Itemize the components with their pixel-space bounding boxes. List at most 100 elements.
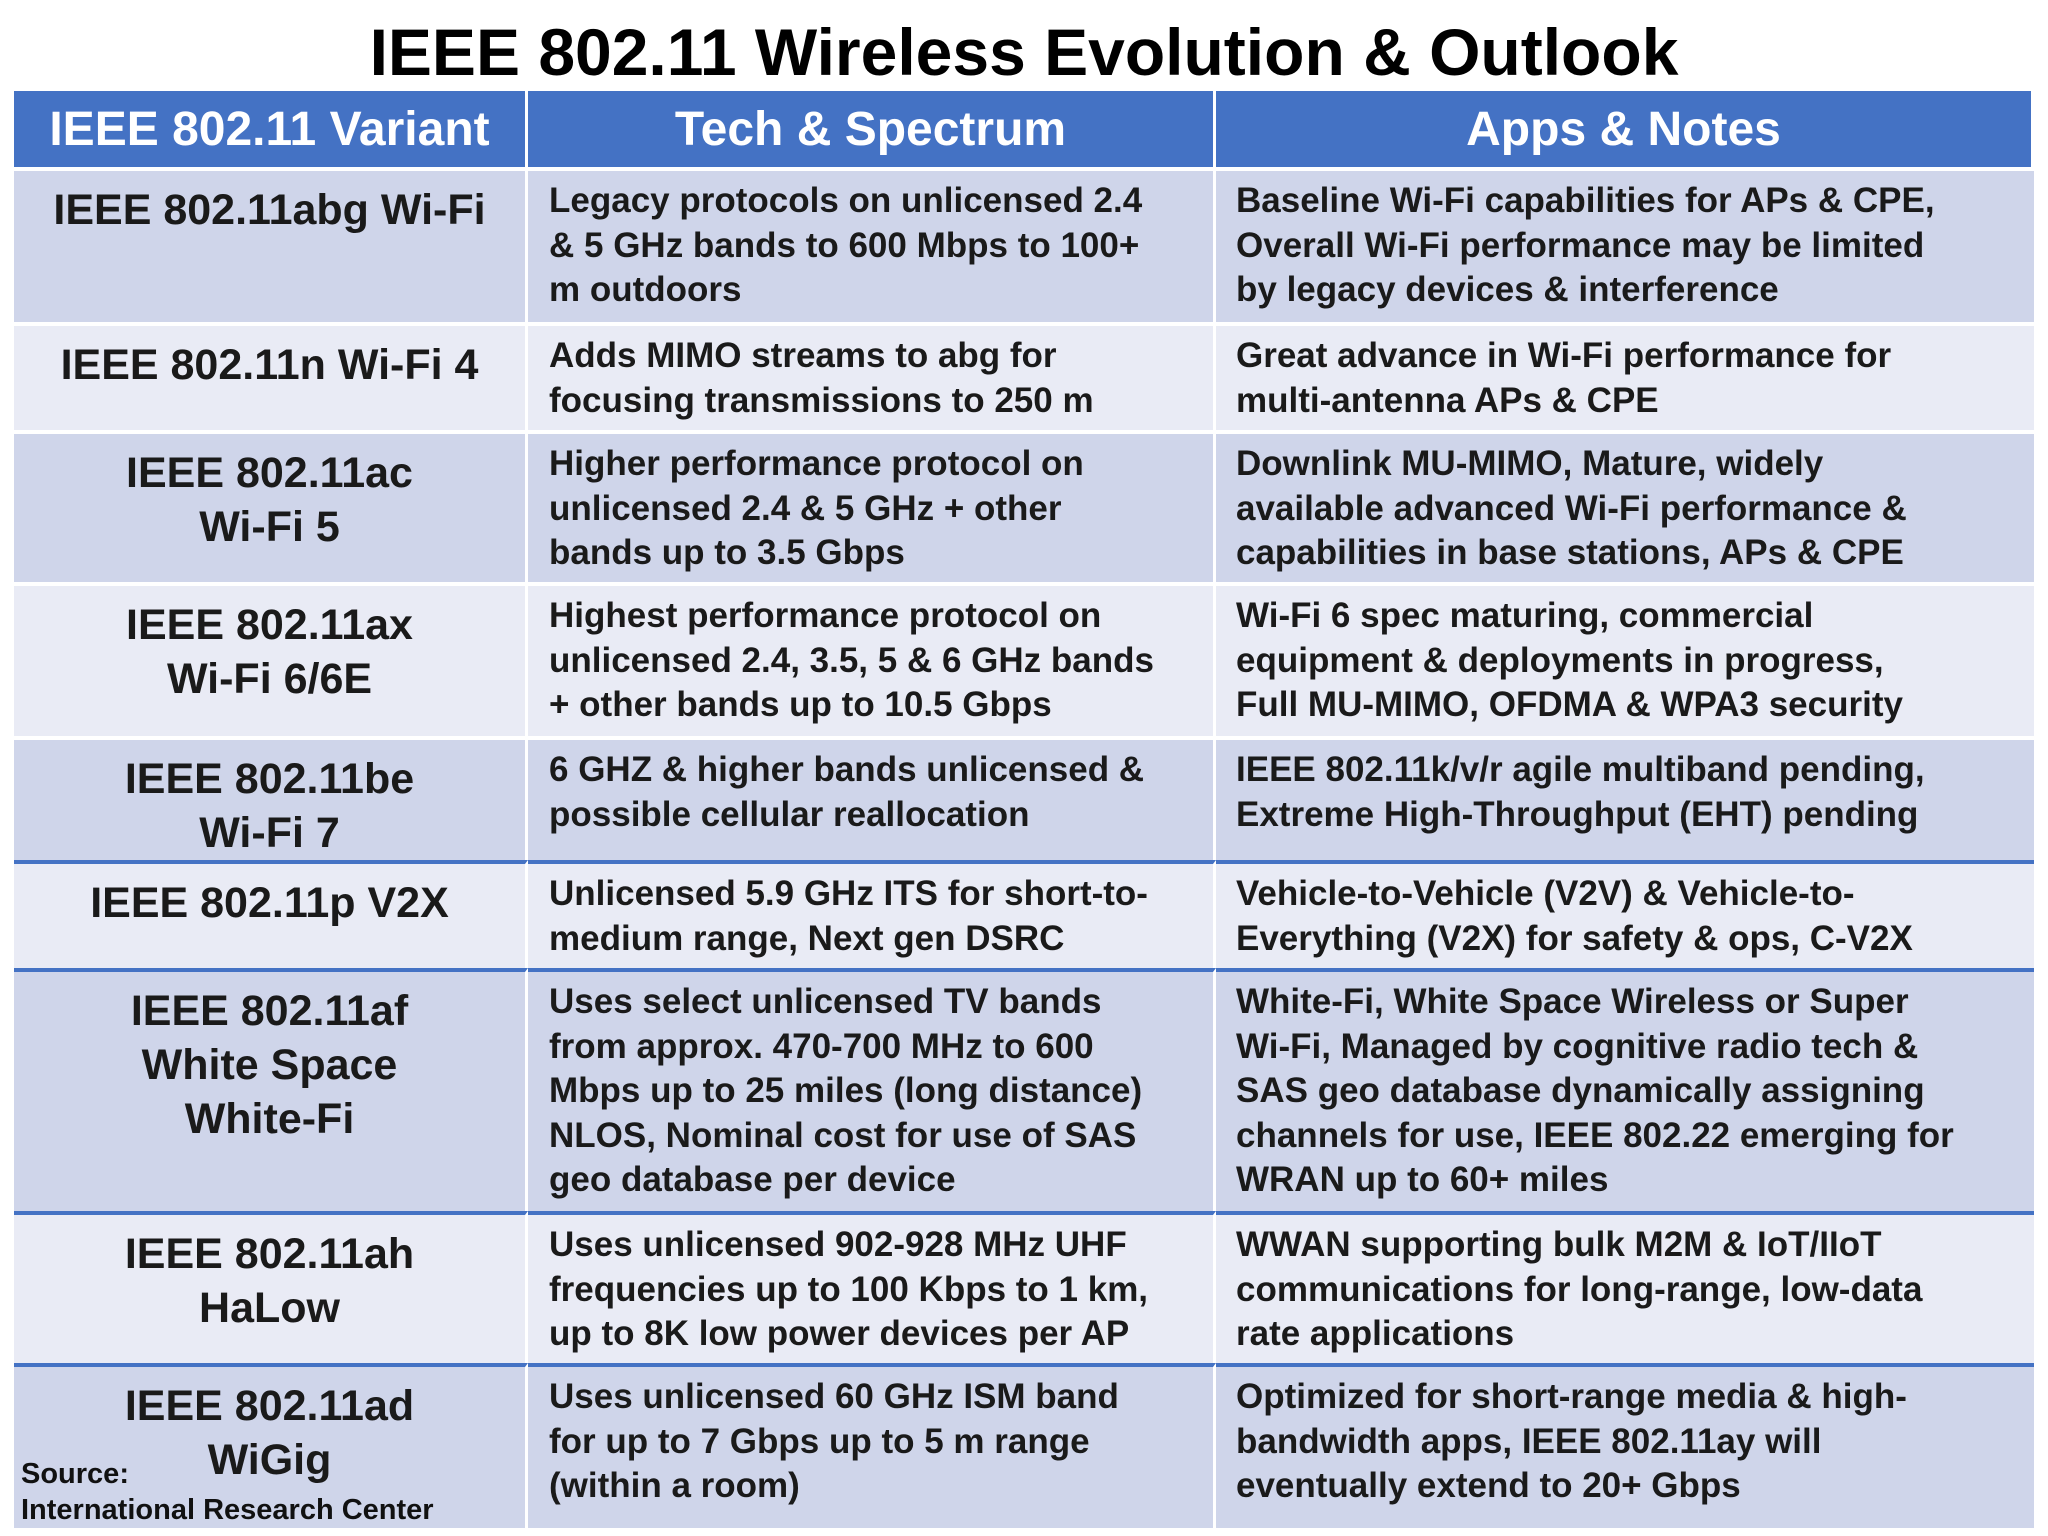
- cell-text-line: IEEE 802.11k/v/r agile multiband pending…: [1236, 750, 1925, 789]
- cell-text-line: Uses unlicensed 902-928 MHz UHF: [549, 1225, 1127, 1264]
- cell-text-line: medium range, Next gen DSRC: [549, 918, 1065, 958]
- variant-cell: IEEE 802.11be Wi-Fi 7: [14, 736, 528, 860]
- column-header-tech: Tech & Spectrum: [528, 91, 1216, 167]
- column-header-variant: IEEE 802.11 Variant: [14, 91, 528, 167]
- tech-cell: 6 GHZ & higher bands unlicensed & possibl…: [528, 736, 1216, 860]
- cell-text-line: Wi-Fi 7: [199, 809, 340, 857]
- apps-cell: Great advance in Wi-Fi performance for mu…: [1216, 322, 2034, 430]
- cell-text-line: geo database per device: [549, 1160, 956, 1199]
- cell-text-line: Optimized for short-range media & high-: [1236, 1377, 1907, 1416]
- cell-text-line: Wi-Fi 6/6E: [166, 655, 373, 703]
- cell-text-line: equipment & deployments in progress,: [1236, 640, 1884, 680]
- tech-cell: Adds MIMO streams to abg for focusing tra…: [528, 322, 1216, 430]
- tech-cell: Higher performance protocol on unlicensed…: [528, 430, 1216, 582]
- apps-cell: Wi-Fi 6 spec maturing, commercial equipme…: [1216, 582, 2034, 736]
- apps-cell: IEEE 802.11k/v/r agile multiband pending…: [1216, 736, 2034, 860]
- apps-cell: Downlink MU-MIMO, Mature, widely availabl…: [1216, 430, 2034, 582]
- cell-text-line: IEEE 802.11ad: [124, 1382, 415, 1430]
- tech-cell: Legacy protocols on unlicensed 2.4 & 5 GH…: [528, 167, 1216, 322]
- cell-text-line: Higher performance protocol on: [549, 444, 1084, 483]
- cell-text-line: Extreme High-Throughput (EHT) pending: [1236, 794, 1919, 834]
- tech-cell: Highest performance protocol on unlicense…: [528, 582, 1216, 736]
- cell-text-line: up to 8K low power devices per AP: [549, 1314, 1130, 1353]
- cell-text-line: (within a room): [549, 1466, 800, 1505]
- cell-text-line: IEEE 802.11ac: [126, 449, 413, 497]
- apps-cell: Baseline Wi-Fi capabilities for APs & CP…: [1216, 167, 2034, 322]
- cell-text-line: NLOS, Nominal cost for use of SAS: [549, 1115, 1137, 1155]
- cell-text-line: unlicensed 2.4, 3.5, 5 & 6 GHz bands: [549, 640, 1154, 680]
- cell-text-line: Full MU-MIMO, OFDMA & WPA3 security: [1236, 685, 1903, 724]
- cell-text-line: Wi-Fi, Managed by cognitive radio tech &: [1236, 1026, 1919, 1066]
- variant-cell: IEEE 802.11af White Space White-Fi: [14, 968, 528, 1211]
- cell-text-line: rate applications: [1236, 1314, 1515, 1353]
- cell-text-line: possible cellular reallocation: [549, 794, 1030, 834]
- cell-text-line: WWAN supporting bulk M2M & IoT/IIoT: [1236, 1225, 1882, 1264]
- cell-text-line: Wi-Fi 5: [199, 503, 340, 551]
- cell-text-line: SAS geo database dynamically assigning: [1236, 1071, 1925, 1110]
- variant-cell: IEEE 802.11ac Wi-Fi 5: [14, 430, 528, 582]
- page-title: IEEE 802.11 Wireless Evolution & Outlook: [369, 15, 1679, 89]
- cell-text-line: bandwidth apps, IEEE 802.11ay will: [1236, 1421, 1822, 1461]
- cell-text-line: + other bands up to 10.5 Gbps: [549, 685, 1052, 724]
- cell-text-line: IEEE 802.11be: [124, 755, 415, 803]
- cell-text-line: focusing transmissions to 250 m: [549, 380, 1094, 420]
- cell-text-line: Overall Wi-Fi performance may be limited: [1236, 225, 1925, 265]
- cell-text-line: HaLow: [199, 1284, 340, 1332]
- cell-text-line: WRAN up to 60+ miles: [1236, 1160, 1609, 1199]
- cell-text-line: IEEE 802.11p V2X: [90, 879, 449, 927]
- column-header-apps: Apps & Notes: [1216, 91, 2034, 167]
- apps-cell: Optimized for short-range media & high-b…: [1216, 1363, 2034, 1528]
- source-note: Source: International Research Center: [21, 1456, 434, 1528]
- cell-text-line: unlicensed 2.4 & 5 GHz + other: [549, 488, 1062, 528]
- apps-cell: Vehicle-to-Vehicle (V2V) & Vehicle-to- Ev…: [1216, 860, 2034, 968]
- variant-cell: IEEE 802.11ah HaLow: [14, 1211, 528, 1363]
- variant-cell: IEEE 802.11n Wi-Fi 4: [14, 322, 528, 430]
- cell-text-line: capabilities in base stations, APs & CPE: [1236, 533, 1904, 572]
- cell-text-line: m outdoors: [549, 270, 742, 309]
- cell-text-line: White-Fi, White Space Wireless or Super: [1236, 982, 1909, 1021]
- cell-text-line: Adds MIMO streams to abg for: [549, 336, 1057, 375]
- variant-cell: IEEE 802.11ad WiGig: [14, 1363, 528, 1528]
- cell-text-line: from approx. 470-700 MHz to 600: [549, 1026, 1094, 1066]
- cell-text-line: 6 GHZ & higher bands unlicensed &: [549, 750, 1145, 789]
- cell-text-line: Highest performance protocol on: [549, 596, 1102, 635]
- cell-text-line: White Space: [141, 1041, 398, 1089]
- cell-text-line: Vehicle-to-Vehicle (V2V) & Vehicle-to-: [1236, 874, 1855, 913]
- cell-text-line: Unlicensed 5.9 GHz ITS for short-to-: [549, 874, 1148, 913]
- cell-text-line: frequencies up to 100 Kbps to 1 km,: [549, 1269, 1149, 1309]
- cell-text-line: IEEE 802.11ah: [124, 1230, 415, 1278]
- cell-text-line: WiGig: [207, 1436, 332, 1484]
- apps-cell: White-Fi, White Space Wireless or Super W…: [1216, 968, 2034, 1211]
- cell-text-line: Wi-Fi 6 spec maturing, commercial: [1236, 596, 1814, 635]
- source-label: Source:: [21, 1458, 129, 1490]
- variant-cell: IEEE 802.11abg Wi-Fi: [14, 167, 528, 322]
- cell-text-line: Uses unlicensed 60 GHz ISM band: [549, 1377, 1119, 1416]
- variant-cell: IEEE 802.11p V2X: [14, 860, 528, 968]
- source-org: International Research Center: [21, 1494, 434, 1526]
- cell-text-line: Mbps up to 25 miles (long distance): [549, 1071, 1143, 1110]
- cell-text-line: Everything (V2X) for safety & ops, C-V2X: [1236, 918, 1913, 958]
- tech-cell: Uses unlicensed 60 GHz ISM band for up to…: [528, 1363, 1216, 1528]
- cell-text-line: IEEE 802.11abg Wi-Fi: [53, 186, 486, 234]
- cell-text-line: White-Fi: [184, 1095, 355, 1143]
- wifi-variants-table: IEEE 802.11 Variant Tech & Spectrum Apps…: [14, 91, 2034, 1532]
- cell-text-line: IEEE 802.11ax: [126, 601, 413, 649]
- cell-text-line: communications for long-range, low-data: [1236, 1269, 1923, 1309]
- apps-cell: WWAN supporting bulk M2M & IoT/IIoT commu…: [1216, 1211, 2034, 1363]
- cell-text-line: Uses select unlicensed TV bands: [549, 982, 1102, 1021]
- cell-text-line: available advanced Wi-Fi performance &: [1236, 488, 1907, 528]
- cell-text-line: IEEE 802.11n Wi-Fi 4: [60, 341, 479, 389]
- tech-cell: Unlicensed 5.9 GHz ITS for short-to-medi…: [528, 860, 1216, 968]
- cell-text-line: channels for use, IEEE 802.22 emerging f…: [1236, 1115, 1954, 1155]
- cell-text-line: multi-antenna APs & CPE: [1236, 380, 1659, 420]
- tech-cell: Uses unlicensed 902-928 MHz UHF frequenci…: [528, 1211, 1216, 1363]
- variant-cell: IEEE 802.11ax Wi-Fi 6/6E: [14, 582, 528, 736]
- tech-cell: Uses select unlicensed TV bands from appr…: [528, 968, 1216, 1211]
- cell-text-line: Legacy protocols on unlicensed 2.4: [549, 181, 1143, 220]
- cell-text-line: Baseline Wi-Fi capabilities for APs & CP…: [1236, 181, 1935, 220]
- cell-text-line: & 5 GHz bands to 600 Mbps to 100+: [549, 225, 1140, 265]
- cell-text-line: by legacy devices & interference: [1236, 270, 1779, 309]
- cell-text-line: eventually extend to 20+ Gbps: [1236, 1466, 1741, 1505]
- cell-text-line: bands up to 3.5 Gbps: [549, 533, 905, 572]
- cell-text-line: Downlink MU-MIMO, Mature, widely: [1236, 444, 1824, 483]
